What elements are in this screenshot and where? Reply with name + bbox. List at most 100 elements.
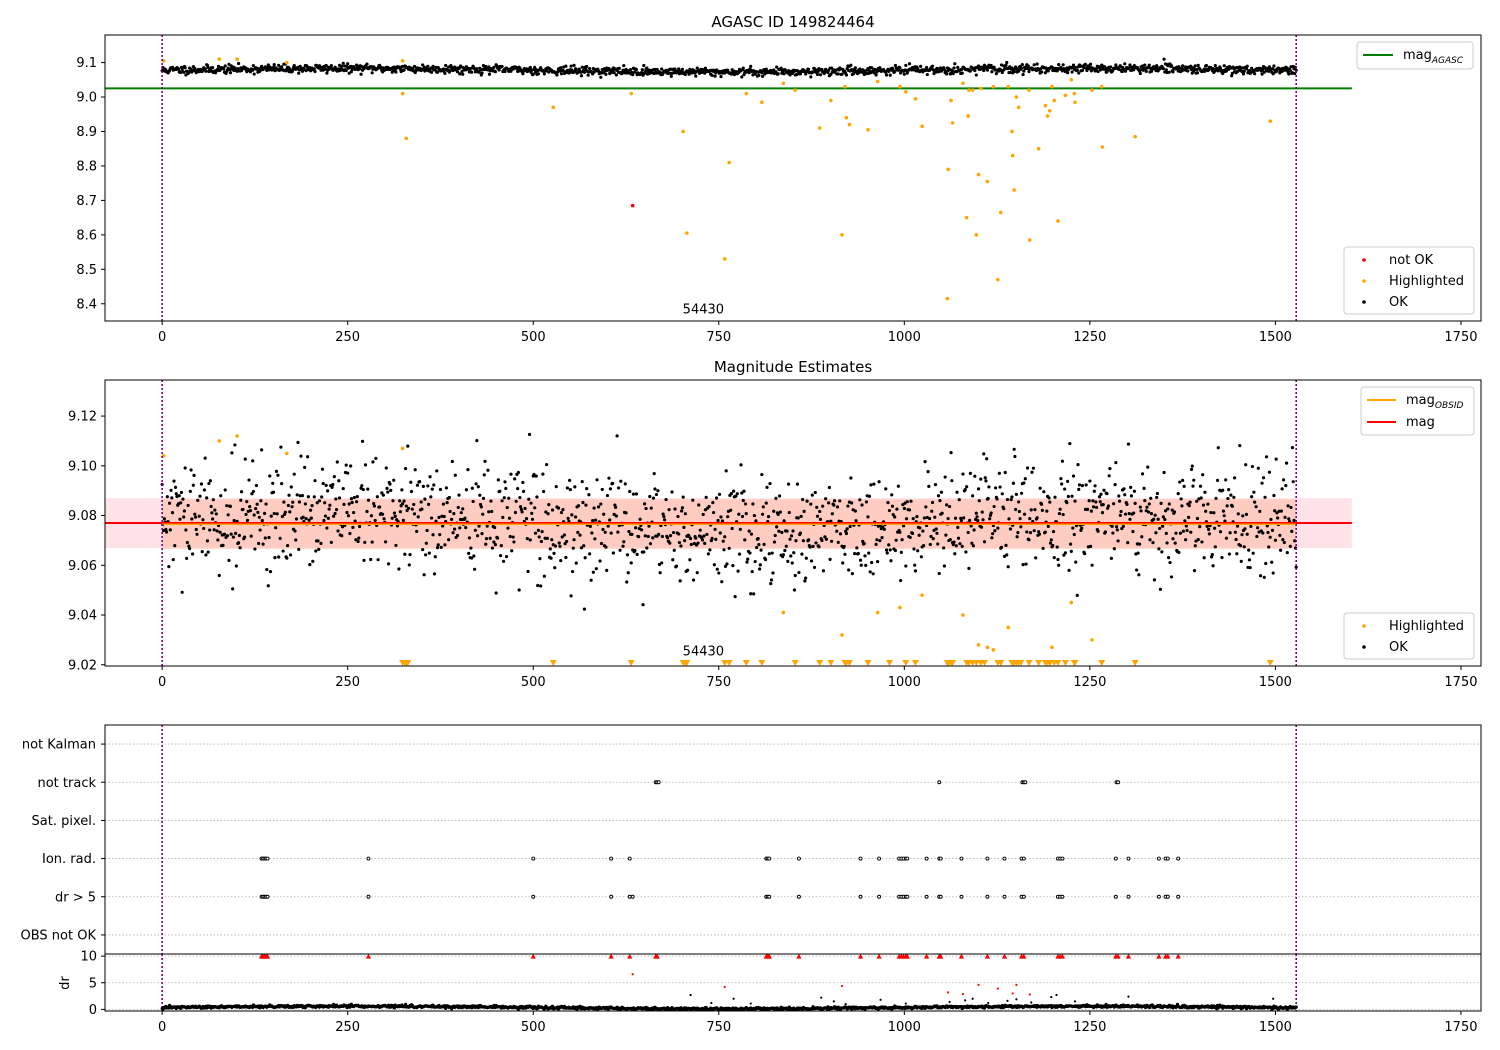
p1-highlighted-point [964,215,969,220]
p2-ok-point [808,545,812,549]
p2-ok-point [1008,527,1013,531]
p2-ok-point [942,564,947,568]
p1-ok-point [806,67,811,72]
p2-ok-point [1080,484,1085,488]
p2-ok-point [320,495,324,499]
p3-flag-point [1060,894,1065,899]
p2-ok-point [935,531,939,535]
p2-ok-point [464,488,469,492]
p2-ok-point [832,499,837,503]
legend-mag-label: mag [1406,415,1435,430]
p2-ok-point [820,538,824,543]
p2-ok-point [183,466,187,470]
p1-ok-point [1213,63,1217,68]
p2-ok-point [1118,513,1122,517]
p2-ok-point [1223,519,1227,523]
p1-ok-point [582,70,587,74]
p2-ok-point [196,498,200,502]
p1-ok-point [1017,69,1021,73]
p1-highlighted-point [760,100,764,104]
p2-ok-point [804,556,808,560]
p2-ok-point [1040,502,1044,506]
p2-ok-point [772,540,777,544]
p2-ok-point [850,501,854,505]
p2-xtick-label-6: 1500 [1259,675,1292,690]
p2-ok-point [736,569,740,573]
p2-ok-point [742,489,746,493]
p2-ok-point [633,548,637,553]
p2-ok-point [162,517,166,521]
p2-ok-point [708,548,712,552]
p2-ok-point [360,484,364,488]
p2-ok-point [1264,455,1269,459]
p2-ok-point [467,551,471,556]
p2-ok-point [1201,503,1206,507]
p2-ok-point [680,509,684,513]
p2-highlighted-below-range-marker [791,660,799,666]
p3-category-label-1: dr > 5 [55,890,96,905]
p2-ok-point [853,509,857,513]
p2-ok-point [595,478,599,482]
p2-ok-point [369,514,374,518]
p2-ok-point [502,496,506,500]
p2-ok-point [1266,530,1270,535]
p2-ok-point [758,563,762,567]
p2-ok-point [422,573,426,577]
p2-ok-point [997,471,1001,475]
p2-ok-point [1250,495,1254,499]
p2-ok-point [297,500,302,504]
p2-ok-point [1126,541,1130,545]
p2-ok-point [576,504,581,508]
p2-ok-point [762,542,766,547]
p2-ok-point [1211,564,1215,568]
p2-ok-point [845,527,849,531]
p2-ok-point [896,484,900,488]
p1-ok-point [1044,66,1048,70]
p2-ok-point [963,488,967,492]
p1-ok-point [412,64,417,69]
p2-ok-point [325,526,329,530]
p2-ok-point [661,512,665,516]
p4-ok-point [879,998,882,1001]
p2-ok-point [1168,560,1172,565]
p2-ok-point [294,538,298,542]
p2-ok-point [651,496,656,500]
p2-ok-point [190,517,194,521]
p2-ok-point [478,493,482,497]
p2-ok-point [638,517,642,521]
p2-ok-point [953,516,958,520]
p2-ok-point [1140,535,1144,539]
p2-ok-point [668,541,672,545]
p2-ok-point [506,526,510,530]
p1-highlighted-point [727,160,731,165]
p3-flag-point [938,856,943,861]
p2-ok-point [980,510,984,514]
p2-ok-point [553,566,557,570]
p2-ok-point [637,535,641,539]
p4-dr-clipped-marker [608,953,614,959]
p1-highlighted-point [285,60,289,65]
p2-ok-point [924,505,928,509]
p2-ok-point [642,550,646,554]
p2-ok-point [1018,517,1022,521]
p4-ok-point [1127,995,1130,998]
p2-ok-point [1249,524,1253,529]
p2-ok-point [875,538,879,542]
p2-ok-point [827,501,831,505]
p1-ok-point [475,67,479,71]
p2-ok-point [682,525,686,529]
p2-ok-point [732,489,736,493]
p1-ok-point [340,64,344,68]
p2-ok-point [496,478,500,482]
p2-ok-point [592,506,596,510]
p2-ok-point [1066,479,1070,484]
p2-ok-point [1176,492,1180,496]
p2-ok-point [835,505,840,509]
p2-ok-point [1273,509,1277,513]
p1-ok-point [1244,67,1249,71]
p2-ok-point [615,434,619,438]
p2-ok-point [380,512,385,516]
p1-highlighted-point [949,98,953,103]
p2-ok-point [349,497,353,501]
p2-ok-point [797,570,801,575]
